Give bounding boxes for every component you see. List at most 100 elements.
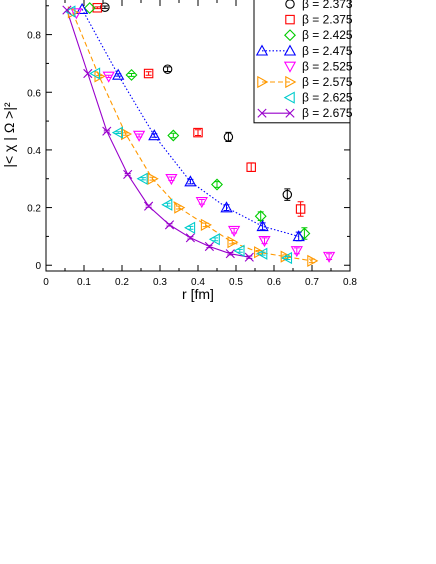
error-bar — [295, 231, 302, 242]
data-point — [184, 221, 196, 234]
data-point — [67, 6, 79, 19]
data-point — [256, 219, 269, 232]
data-point — [92, 3, 103, 13]
data-point — [121, 127, 133, 141]
data-point — [256, 247, 268, 260]
error-bar — [214, 181, 220, 188]
error-bar — [297, 201, 304, 217]
error-bar — [164, 202, 171, 207]
data-point — [295, 204, 306, 214]
y-axis-label: |< χ | Ω >|² — [1, 102, 17, 168]
y-tick-label: 0 — [35, 261, 41, 272]
data-point — [307, 254, 319, 268]
data-point — [290, 246, 303, 258]
data-point — [254, 210, 267, 223]
legend-marker — [283, 61, 297, 73]
error-bar — [176, 205, 182, 210]
data-point — [62, 5, 72, 15]
error-bar — [259, 222, 266, 231]
legend-marker — [257, 75, 269, 89]
data-points — [62, 2, 336, 268]
data-point — [147, 172, 159, 185]
x-axis-label: r [fm] — [182, 286, 214, 302]
data-point — [89, 67, 101, 80]
data-point — [161, 198, 173, 211]
error-bar — [293, 247, 300, 255]
x-tick-label: 0.7 — [305, 277, 319, 288]
data-point — [195, 197, 208, 209]
data-point — [282, 189, 293, 200]
legend-marker — [285, 14, 295, 25]
data-point — [258, 235, 271, 248]
x-tick-label: 0.8 — [343, 277, 357, 288]
data-point — [164, 220, 175, 230]
data-point — [83, 2, 96, 15]
data-point — [204, 241, 214, 252]
data-point — [143, 68, 154, 79]
x-tick-label: 0.1 — [77, 277, 91, 288]
data-point — [220, 201, 233, 213]
legend-label: β = 2.373 — [302, 0, 353, 11]
y-tick-label: 0.6 — [27, 88, 41, 99]
x-tick-label: 0.3 — [153, 277, 167, 288]
data-point — [193, 127, 203, 138]
data-point — [292, 230, 305, 242]
data-point — [100, 2, 110, 12]
legend-label: β = 2.575 — [302, 75, 353, 89]
error-bar — [212, 237, 219, 242]
error-bar — [128, 73, 135, 77]
data-point — [185, 233, 195, 243]
error-bar — [261, 237, 268, 245]
data-point — [136, 172, 148, 185]
data-point — [70, 8, 83, 20]
data-point — [102, 126, 112, 136]
y-tick-label: 0.8 — [27, 31, 41, 42]
legend-marker — [285, 75, 297, 89]
data-point — [184, 175, 197, 187]
error-bar — [170, 132, 177, 139]
legend-label: β = 2.675 — [302, 106, 353, 120]
data-point — [125, 68, 138, 81]
data-point — [246, 162, 256, 172]
x-tick-label: 0.4 — [191, 277, 205, 288]
y-tick-label: 0.4 — [27, 146, 41, 157]
error-bar — [223, 204, 230, 211]
legend-marker — [255, 44, 269, 56]
error-bar — [115, 131, 122, 134]
error-bar — [187, 225, 194, 230]
data-point — [111, 126, 123, 139]
data-point — [227, 236, 239, 249]
legend-marker — [283, 44, 297, 56]
data-point — [208, 233, 220, 246]
y-tick-label: 0.2 — [27, 204, 41, 215]
legend-marker — [285, 108, 295, 118]
x-tick-label: 0.6 — [267, 277, 281, 288]
error-bar — [149, 176, 156, 181]
axes: 0 0.1 0.2 0.3 0.4 0.5 0.6 0.7 0.8 0 0.2 0.4 0.6 0.8 — [27, 0, 357, 288]
error-bar — [139, 177, 146, 181]
error-bar — [101, 5, 108, 9]
x-tick-label: 0.5 — [229, 277, 243, 288]
legend-marker — [285, 0, 295, 9]
legend-label: β = 2.475 — [302, 44, 353, 58]
data-point — [162, 64, 173, 74]
data-point — [322, 251, 336, 263]
legend-label: β = 2.425 — [302, 28, 353, 42]
legend-label: β = 2.625 — [302, 91, 353, 105]
data-point — [144, 201, 154, 211]
data-point — [112, 68, 125, 80]
error-bar — [164, 66, 171, 72]
data-point — [167, 129, 180, 142]
data-point — [223, 132, 234, 142]
legend-label: β = 2.525 — [302, 59, 353, 73]
error-bar — [236, 248, 243, 253]
legend-marker — [284, 29, 296, 42]
data-point — [148, 129, 161, 141]
legend-marker — [257, 108, 267, 118]
data-point — [225, 249, 235, 259]
data-point — [233, 244, 245, 257]
error-bar — [326, 253, 333, 260]
x-tick-label: 0 — [43, 277, 49, 288]
